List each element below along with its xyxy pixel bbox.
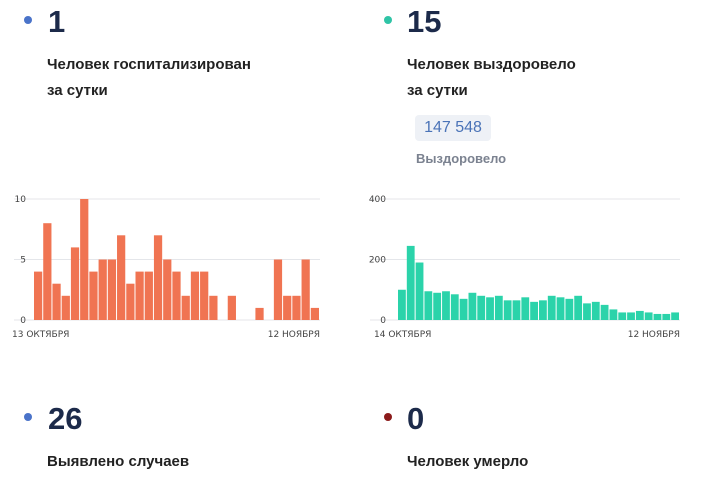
recovered-chart: 400 200 0 14 ОКТЯБРЯ 12 НОЯБРЯ [369, 195, 680, 340]
recovered-label-line1: Человек выздоровело [407, 56, 576, 73]
bar [153, 235, 163, 320]
bar [442, 291, 450, 320]
bar [486, 297, 494, 320]
bar [609, 309, 618, 320]
bar [107, 259, 117, 320]
bar [301, 259, 310, 320]
bar [583, 303, 591, 320]
x-end-label: 12 НОЯБРЯ [628, 330, 680, 340]
bar [618, 312, 627, 320]
x-start-label: 13 ОКТЯБРЯ [12, 330, 69, 340]
bar [494, 295, 503, 320]
bar [283, 295, 292, 320]
recovered-label: Человек выздоровело за сутки [407, 52, 576, 104]
bar [89, 271, 98, 320]
bar [424, 291, 433, 320]
y-tick-label: 0 [380, 316, 386, 326]
bar [172, 271, 181, 320]
bar [163, 259, 172, 320]
bar [200, 271, 209, 320]
bar [477, 295, 486, 320]
bar [190, 271, 200, 320]
recovered-dot-icon [384, 16, 392, 24]
bar [52, 283, 61, 320]
bar [209, 295, 218, 320]
bar [539, 300, 547, 320]
bar [653, 313, 662, 320]
recovered-value: 15 [407, 4, 442, 39]
bar [135, 271, 144, 320]
bar [635, 310, 644, 320]
bar [255, 307, 264, 320]
deaths-dot-icon [384, 413, 392, 421]
bar [644, 312, 653, 320]
hospitalized-label: Человек госпитализирован за сутки [47, 52, 251, 104]
y-tick-label: 5 [20, 256, 26, 266]
bar [181, 295, 190, 320]
bar [70, 247, 80, 320]
hospitalized-value: 1 [48, 4, 66, 39]
bar [415, 262, 424, 320]
bar [406, 245, 415, 320]
recovered-total-label: Выздоровело [416, 151, 507, 166]
bar [591, 301, 600, 320]
bar [433, 292, 442, 320]
recovered-total-badge: 147 548 [415, 115, 491, 141]
y-tick-label: 10 [15, 195, 27, 205]
x-start-label: 14 ОКТЯБРЯ [374, 330, 431, 340]
cases-dot-icon [24, 413, 32, 421]
bar [468, 292, 477, 320]
bar [627, 312, 635, 320]
bar [512, 300, 521, 320]
bar [662, 313, 671, 320]
bar [600, 304, 609, 320]
bar [547, 295, 556, 320]
recovered-label-line2: за сутки [407, 82, 468, 99]
bar [530, 301, 538, 320]
bar [80, 199, 89, 320]
bar [310, 307, 319, 320]
bar [61, 295, 70, 320]
bar [521, 297, 530, 320]
bar [273, 259, 283, 320]
cases-label: Выявлено случаев [47, 453, 190, 470]
deaths-value: 0 [407, 401, 425, 436]
bar [98, 259, 107, 320]
bar [574, 295, 583, 320]
bar [459, 298, 468, 320]
bar [117, 235, 126, 320]
y-tick-label: 400 [369, 195, 386, 205]
deaths-label: Человек умерло [407, 453, 529, 470]
hospitalized-label-line2: за сутки [47, 82, 108, 99]
bar [556, 297, 565, 320]
bar [292, 295, 301, 320]
hospitalized-chart: 10 5 0 13 ОКТЯБРЯ 12 НОЯБРЯ [12, 195, 320, 340]
bar [565, 298, 574, 320]
bar [144, 271, 153, 320]
bar [34, 271, 43, 320]
bar [671, 312, 679, 320]
bar [126, 283, 135, 320]
bar [450, 294, 459, 320]
bar [503, 300, 512, 320]
bar [398, 289, 406, 320]
bar [43, 223, 52, 320]
hospitalized-label-line1: Человек госпитализирован [47, 56, 251, 73]
cases-value: 26 [48, 401, 83, 436]
y-tick-label: 0 [20, 316, 26, 326]
y-tick-label: 200 [369, 256, 386, 266]
hospitalized-dot-icon [24, 16, 32, 24]
bar [227, 295, 236, 320]
x-end-label: 12 НОЯБРЯ [268, 330, 320, 340]
